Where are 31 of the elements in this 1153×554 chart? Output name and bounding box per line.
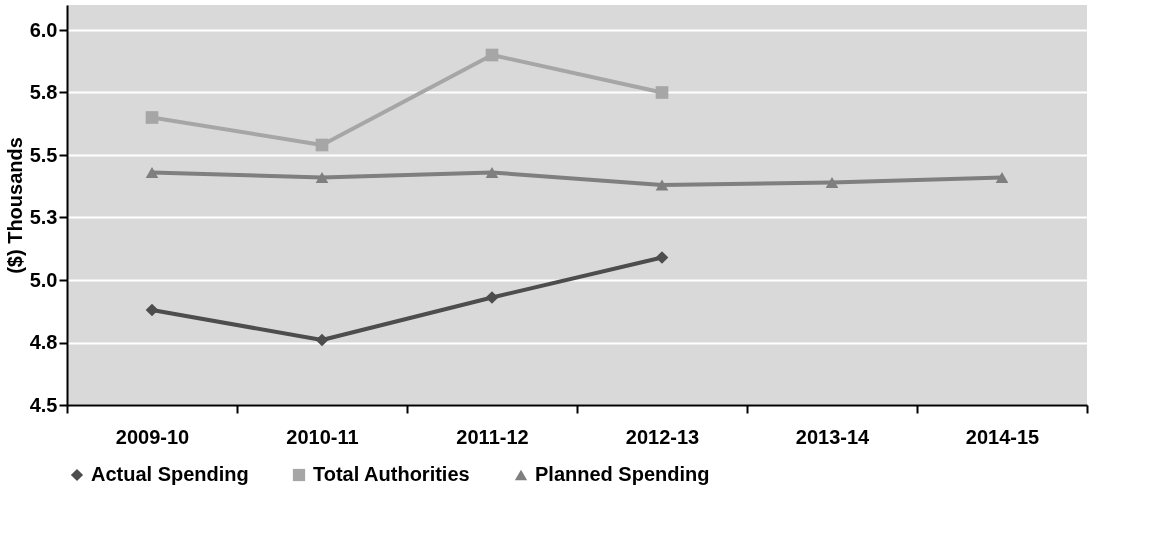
x-tick-label: 2011-12 [456,425,529,448]
x-tick-label: 2010-11 [286,425,359,448]
y-tick-label: 6.0 [29,18,58,41]
point [145,303,159,317]
legend-label: Planned Spending [535,463,710,485]
point [485,291,499,304]
y-tick-label: 5.5 [29,143,58,166]
point [485,48,499,62]
point [145,167,159,178]
y-tick-label: 5.0 [29,268,58,291]
y-tick-label: 5.8 [29,81,58,103]
point [825,177,839,188]
y-tick-label: 5.3 [29,206,58,228]
x-tick-label: 2012-13 [625,425,700,448]
point [315,333,329,347]
point [995,172,1009,183]
y-axis-title: ($) Thousands [3,137,26,274]
x-tick-label: 2009-10 [115,425,190,448]
y-tick-label: 4.8 [29,331,58,353]
y-tick-label: 4.5 [29,393,58,416]
legend-label: Total Authorities [313,463,470,485]
point [485,167,499,178]
x-tick-label: 2013-14 [795,425,871,448]
point [655,86,669,99]
x-tick-label: 2014-15 [965,425,1040,448]
point [315,138,329,152]
point [655,179,669,191]
point [655,251,669,264]
legend-label: Actual Spending [91,463,249,485]
point [145,111,159,124]
point [315,172,329,183]
